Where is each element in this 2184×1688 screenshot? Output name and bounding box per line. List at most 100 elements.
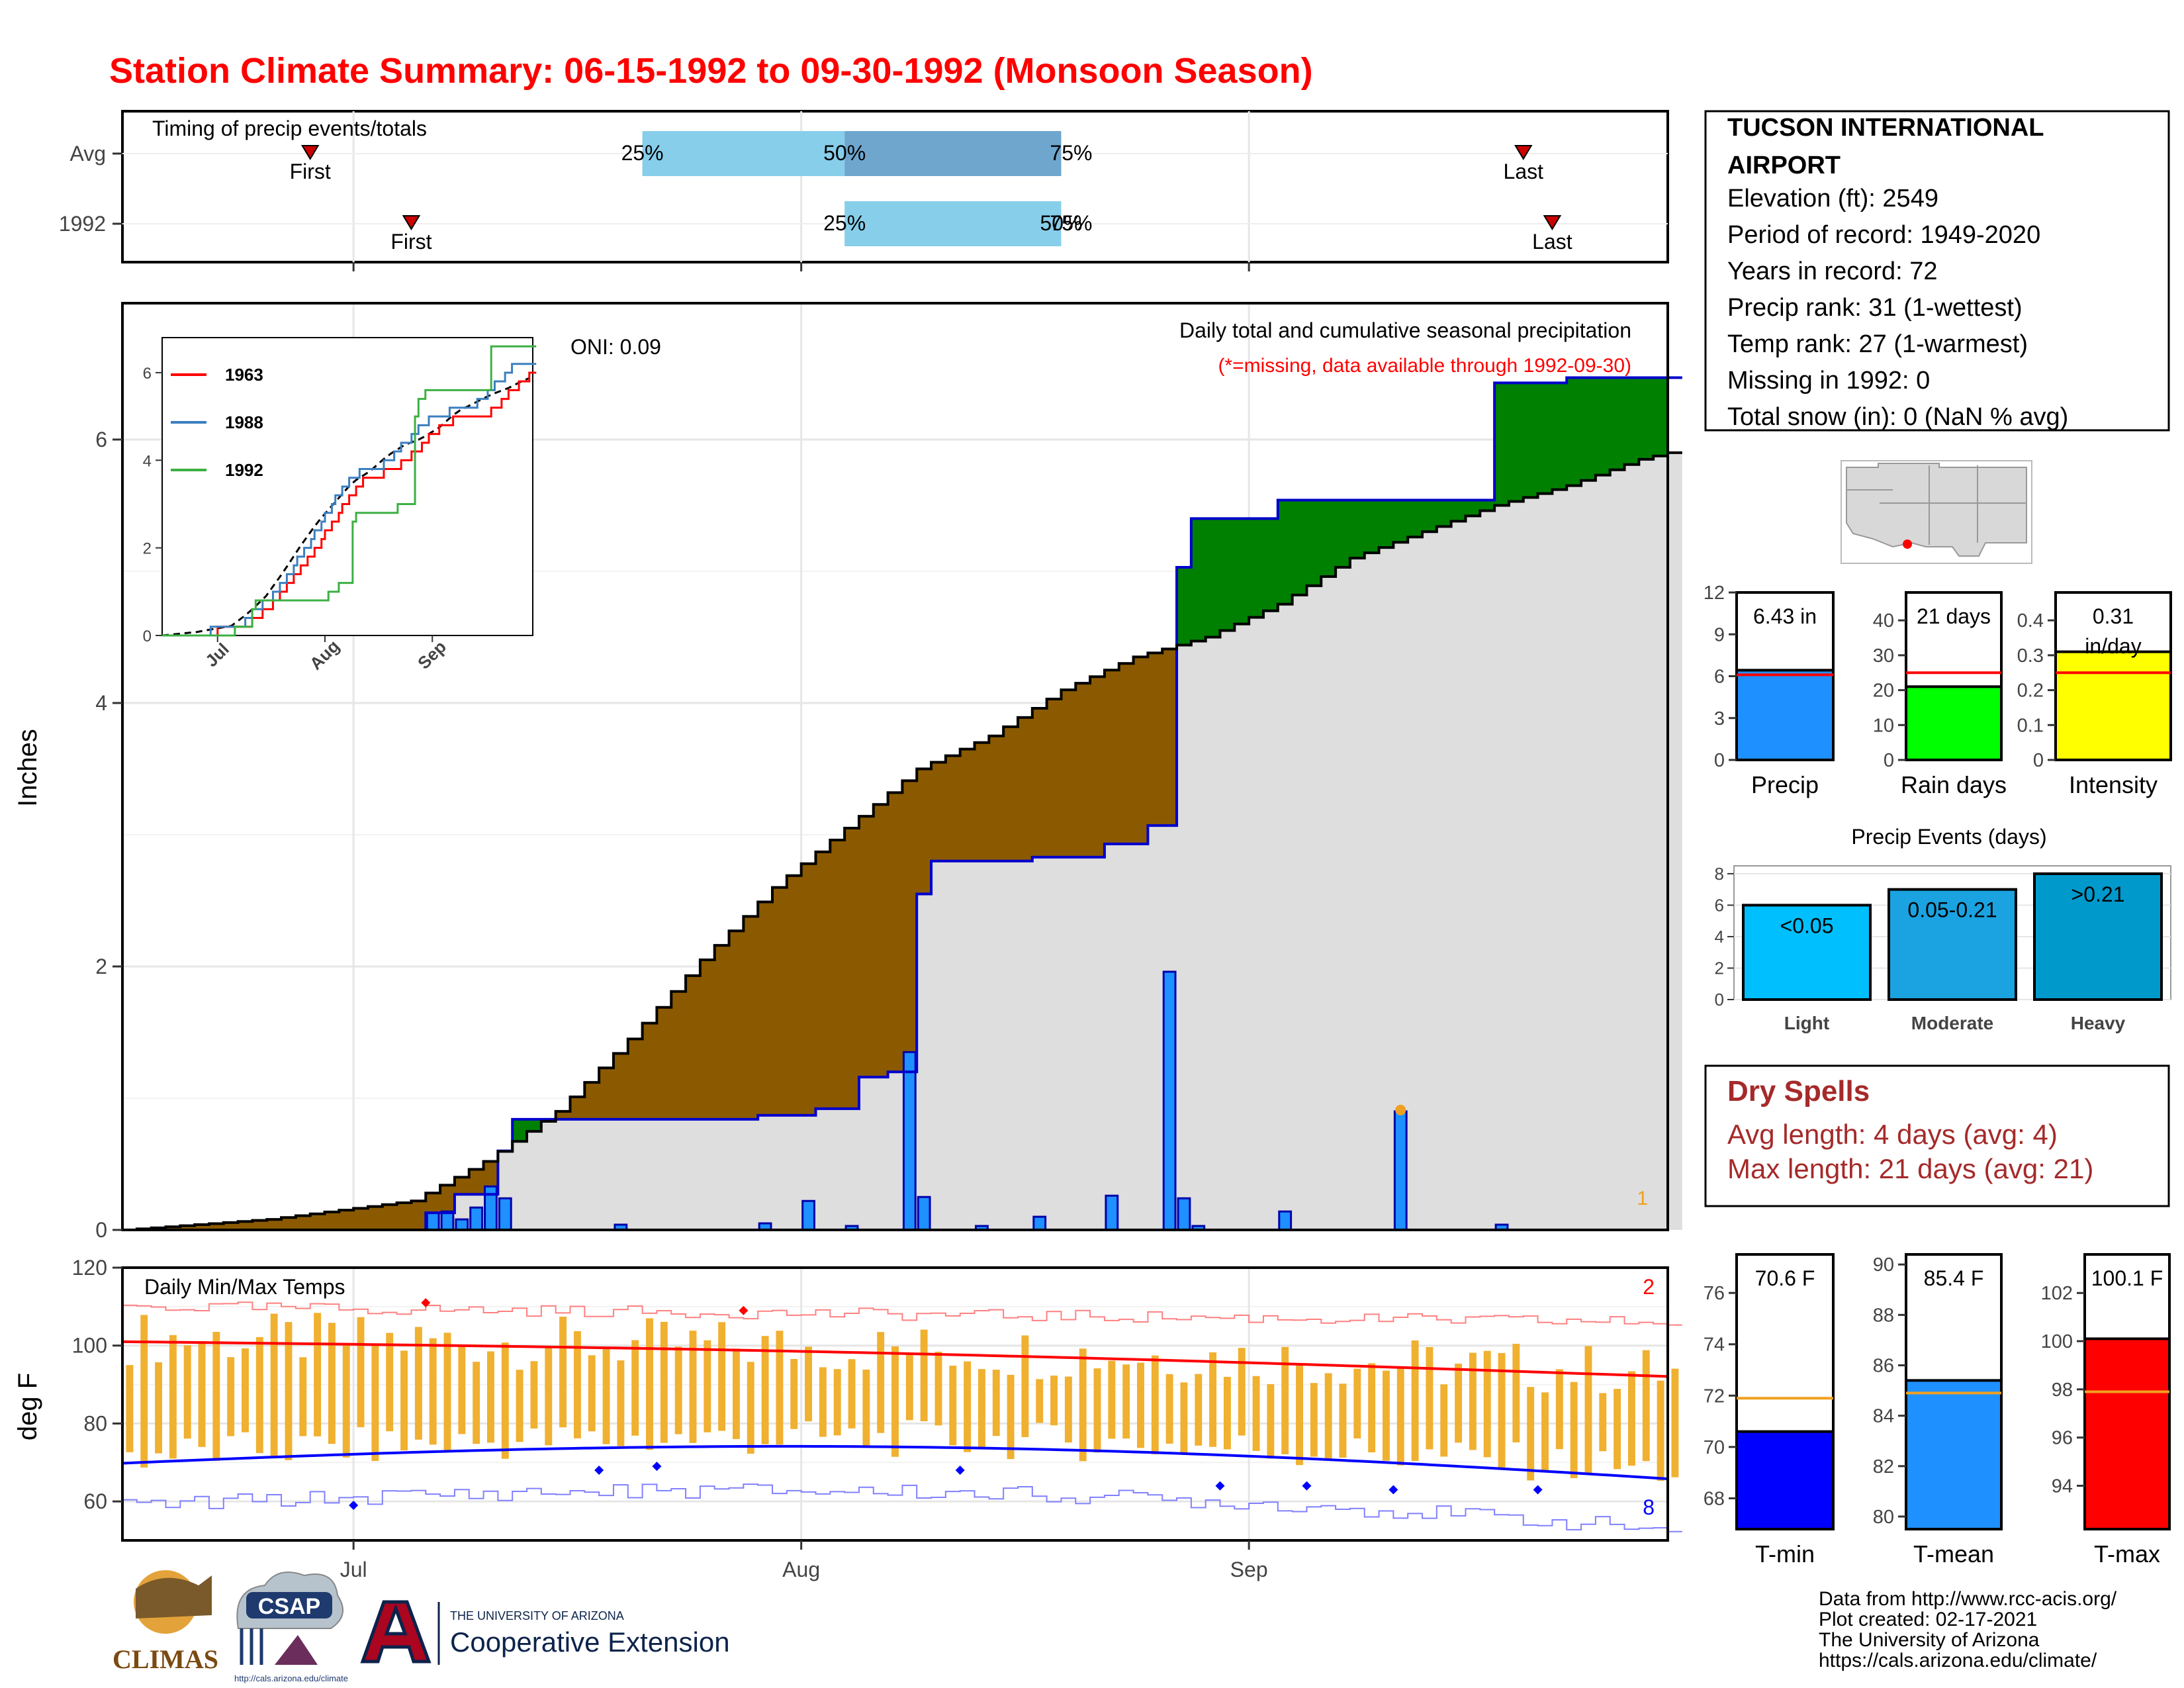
daily-temp-bar [314,1313,322,1436]
record-low-marker [652,1462,662,1472]
intensity-bar [2054,650,2172,762]
daily-temp-bar [270,1313,278,1459]
tmax-category-label: T-max [2094,1540,2160,1568]
deficit-area [844,828,860,1109]
deficit-area [1133,657,1148,844]
intensity-value-label: in/day [2085,634,2141,658]
precip-frame [121,302,1669,1231]
daily-temp-bar [198,1340,206,1447]
deficit-area [714,945,730,1119]
surplus-area [1494,383,1510,506]
daily-temp-bar [761,1336,769,1444]
daily-temp-bar [212,1331,220,1461]
temp-corner-bottom: 8 [1643,1495,1655,1519]
deficit-area [974,742,989,861]
rain-days-value-label: 21 days [1917,604,1991,628]
dry-spells-box: Dry Spells Avg length: 4 days (avg: 4) M… [1704,1064,2170,1207]
deficit-area [786,875,802,1115]
deficit-area [858,816,874,1078]
deficit-area [642,1023,658,1119]
daily-temp-bar [1455,1363,1463,1443]
deficit-area [613,1053,629,1119]
daily-temp-bar [1570,1382,1578,1478]
inset-legend: 1963 1988 1992 [171,365,263,480]
page-title: Station Climate Summary: 06-15-1992 to 0… [109,51,1313,91]
daily-temp-bar [155,1362,163,1454]
daily-precip-bar [469,1206,484,1231]
station-elevation: Elevation (ft): 2549 [1727,185,1938,212]
surplus-area [1249,518,1264,618]
csap-url: http://cals.arizona.edu/climate [234,1673,348,1683]
deficit-area [223,1222,239,1230]
daily-temp-bar [371,1344,379,1462]
average-min-line [122,1444,1668,1480]
daily-temp-bar [443,1333,451,1452]
deficit-area [454,1177,470,1195]
timing-1992-last-marker [1543,215,1562,230]
deficit-area [686,975,701,1119]
daily-temp-bar [1122,1364,1130,1439]
daily-temp-bar [1512,1344,1520,1442]
surplus-area [1595,377,1611,475]
daily-temp-bar [819,1367,827,1437]
timing-1992-p25-label: 25% [823,211,866,235]
timing-avg-p50-label: 50% [823,141,866,165]
daily-temp-bar [530,1361,538,1429]
daily-temp-bar [588,1355,596,1432]
events-y-tick-label: 4 [1715,927,1724,947]
intensity-y-tick-label: 0.3 [2017,645,2044,667]
daily-temp-bar [1238,1348,1246,1436]
rain-days-bar [1905,685,2003,761]
rain-days-y-tick-label: 10 [1873,715,1894,736]
timing-avg-p75-label: 75% [1050,141,1092,165]
inset-y-tick-label: 2 [143,540,152,558]
surplus-area [1191,518,1206,641]
daily-precip-bar [484,1185,498,1231]
precip-y-tick-label: 4 [95,691,107,715]
daily-temp-bar [718,1322,726,1431]
average-max-line [122,1340,1668,1378]
daily-temp-bar [1541,1392,1549,1472]
daily-temp-bar [689,1331,697,1443]
intensity-y-tick-label: 0 [2033,750,2044,771]
tmin-value-label: 70.6 F [1755,1266,1815,1290]
deficit-area [902,780,917,1072]
deficit-area [1075,683,1091,857]
surplus-area [1379,500,1394,548]
daily-precip-bar [455,1218,469,1231]
surplus-area [1234,518,1250,624]
tmin-y-tick-label: 76 [1704,1283,1725,1304]
max-precip-marker [1395,1104,1406,1115]
daily-precip-bar [902,1051,917,1231]
station-precip-rank: Precip rank: 31 (1-wettest) [1727,294,2023,322]
deficit-area [353,1208,369,1230]
temp-y-label: deg F [13,1373,42,1440]
daily-temp-bar [1555,1369,1563,1450]
rain-days-y-tick-label: 0 [1884,750,1894,771]
precip-y-axis: 0 2 4 6 [95,428,122,1242]
daily-temp-bar [704,1340,711,1432]
daily-temp-bar [949,1366,957,1446]
precip-panel: 0 2 4 6 Inches ONI: 0.09 Daily total and cu… [13,302,1682,1242]
deficit-area [931,762,946,861]
daily-temp-bar [1383,1370,1390,1461]
csap-badge [246,1592,332,1618]
daily-temp-bar [1079,1348,1087,1462]
daily-temp-bar [805,1346,813,1422]
deficit-area [411,1201,426,1230]
timing-row-1992: 1992 [59,212,106,236]
daily-temp-bar [386,1333,394,1432]
station-years: Years in record: 72 [1727,258,1938,285]
daily-temp-bar [1209,1352,1217,1447]
inset-y-tick-label: 6 [143,365,152,383]
daily-temp-bar [660,1321,668,1443]
daily-temp-bar [299,1357,307,1436]
events-bar-label: >0.21 [2071,882,2125,906]
deficit-area [1017,717,1033,861]
daily-temp-bar [674,1346,682,1434]
station-period: Period of record: 1949-2020 [1727,221,2040,249]
daily-temp-bar [1483,1350,1491,1458]
daily-precip-bar [801,1199,815,1231]
deficit-area [1090,677,1105,857]
surplus-area [1537,383,1553,494]
